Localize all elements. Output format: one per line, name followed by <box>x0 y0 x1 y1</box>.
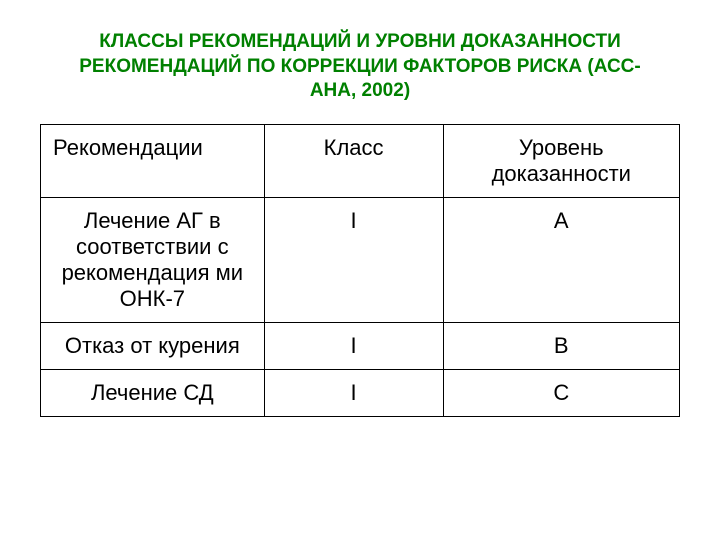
table-row: Отказ от курения I B <box>41 323 680 370</box>
cell-class: I <box>264 323 443 370</box>
cell-evidence: C <box>443 370 679 417</box>
col-header-recommendation: Рекомендации <box>41 125 265 198</box>
cell-class: I <box>264 198 443 323</box>
cell-evidence: A <box>443 198 679 323</box>
table-header-row: Рекомендации Класс Уровень доказанности <box>41 125 680 198</box>
table-row: Лечение СД I C <box>41 370 680 417</box>
col-header-evidence: Уровень доказанности <box>443 125 679 198</box>
recommendations-table: Рекомендации Класс Уровень доказанности … <box>40 124 680 417</box>
cell-recommendation: Лечение СД <box>41 370 265 417</box>
cell-recommendation: Лечение АГ в соответствии с рекомендация… <box>41 198 265 323</box>
col-header-class: Класс <box>264 125 443 198</box>
cell-class: I <box>264 370 443 417</box>
cell-evidence: B <box>443 323 679 370</box>
cell-recommendation: Отказ от курения <box>41 323 265 370</box>
page-title: КЛАССЫ РЕКОМЕНДАЦИЙ И УРОВНИ ДОКАЗАННОСТ… <box>40 30 680 104</box>
table-row: Лечение АГ в соответствии с рекомендация… <box>41 198 680 323</box>
